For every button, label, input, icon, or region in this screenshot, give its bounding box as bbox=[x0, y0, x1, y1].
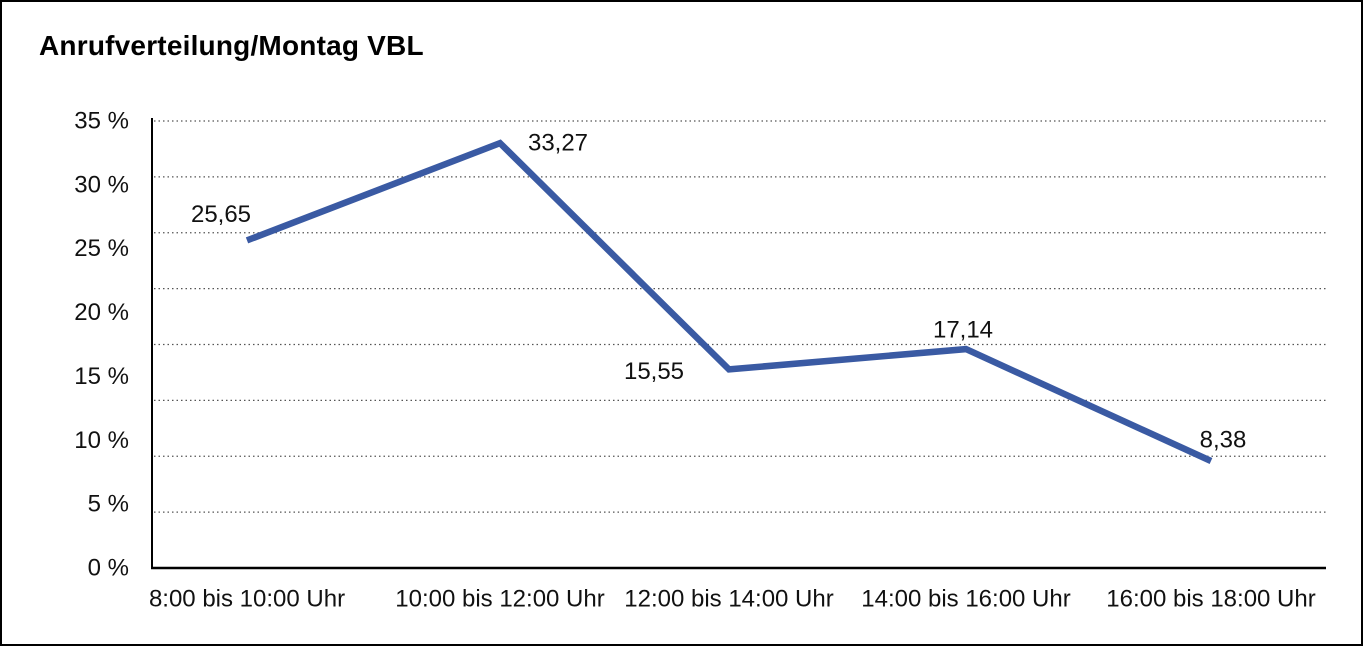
y-tick-label: 0 % bbox=[88, 555, 129, 582]
point-label: 25,65 bbox=[191, 201, 251, 228]
point-label: 17,14 bbox=[933, 317, 993, 344]
chart-title: Anrufverteilung/Montag VBL bbox=[39, 30, 424, 61]
data-line bbox=[245, 139, 1213, 464]
x-tick-label: 16:00 bis 18:00 Uhr bbox=[1106, 586, 1315, 613]
point-label: 33,27 bbox=[528, 130, 588, 157]
y-tick-label: 15 % bbox=[74, 363, 129, 390]
x-tick-label: 12:00 bis 14:00 Uhr bbox=[624, 586, 833, 613]
x-tick-label: 14:00 bis 16:00 Uhr bbox=[861, 586, 1070, 613]
y-tick-label: 35 % bbox=[74, 108, 129, 135]
y-tick-label: 20 % bbox=[74, 299, 129, 326]
point-label: 8,38 bbox=[1200, 426, 1247, 453]
y-tick-label: 5 % bbox=[88, 491, 129, 518]
point-label: 15,55 bbox=[624, 358, 684, 385]
y-tick-label: 30 % bbox=[74, 171, 129, 198]
x-tick-label: 10:00 bis 12:00 Uhr bbox=[395, 586, 604, 613]
x-tick-label: 8:00 bis 10:00 Uhr bbox=[149, 586, 345, 613]
y-tick-label: 25 % bbox=[74, 235, 129, 262]
y-tick-label: 10 % bbox=[74, 427, 129, 454]
